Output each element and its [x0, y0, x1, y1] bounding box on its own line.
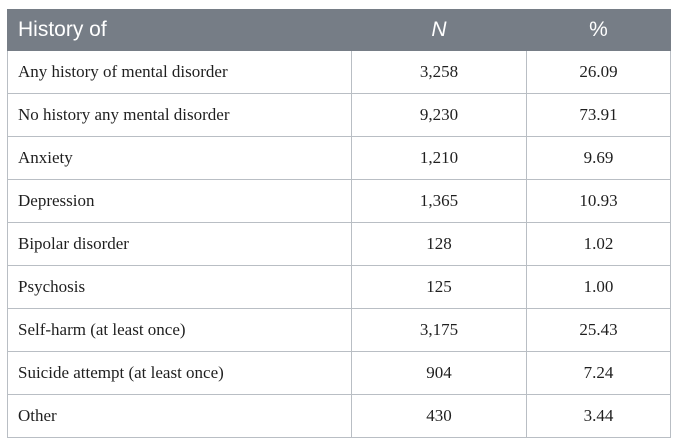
row-label: Suicide attempt (at least once) [7, 351, 352, 395]
row-percent: 10.93 [526, 179, 671, 223]
row-n: 430 [351, 394, 527, 438]
row-n: 9,230 [351, 93, 527, 137]
row-label: Self-harm (at least once) [7, 308, 352, 352]
row-label: Other [7, 394, 352, 438]
row-n: 3,175 [351, 308, 527, 352]
table-body: Any history of mental disorder 3,258 26.… [7, 50, 671, 438]
row-percent: 9.69 [526, 136, 671, 180]
row-percent: 3.44 [526, 394, 671, 438]
table-row: Depression 1,365 10.93 [7, 179, 671, 223]
row-n: 125 [351, 265, 527, 309]
row-n: 128 [351, 222, 527, 266]
row-percent: 26.09 [526, 50, 671, 94]
header-n: N [351, 9, 527, 51]
table-row: Other 430 3.44 [7, 394, 671, 438]
row-label: No history any mental disorder [7, 93, 352, 137]
table-row: No history any mental disorder 9,230 73.… [7, 93, 671, 137]
header-history-of: History of [7, 9, 352, 51]
row-percent: 1.02 [526, 222, 671, 266]
table-row: Anxiety 1,210 9.69 [7, 136, 671, 180]
row-label: Any history of mental disorder [7, 50, 352, 94]
row-n: 3,258 [351, 50, 527, 94]
row-percent: 7.24 [526, 351, 671, 395]
header-percent: % [526, 9, 671, 51]
row-n: 904 [351, 351, 527, 395]
row-label: Bipolar disorder [7, 222, 352, 266]
row-percent: 25.43 [526, 308, 671, 352]
table-row: Psychosis 125 1.00 [7, 265, 671, 309]
row-label: Depression [7, 179, 352, 223]
row-label: Psychosis [7, 265, 352, 309]
row-percent: 73.91 [526, 93, 671, 137]
table-header: History of N % [7, 9, 671, 51]
row-percent: 1.00 [526, 265, 671, 309]
row-n: 1,365 [351, 179, 527, 223]
table-row: Any history of mental disorder 3,258 26.… [7, 50, 671, 94]
row-label: Anxiety [7, 136, 352, 180]
row-n: 1,210 [351, 136, 527, 180]
mental-health-history-table: History of N % Any history of mental dis… [7, 9, 671, 438]
table-row: Self-harm (at least once) 3,175 25.43 [7, 308, 671, 352]
header-row: History of N % [7, 9, 671, 51]
table-row: Suicide attempt (at least once) 904 7.24 [7, 351, 671, 395]
table-row: Bipolar disorder 128 1.02 [7, 222, 671, 266]
